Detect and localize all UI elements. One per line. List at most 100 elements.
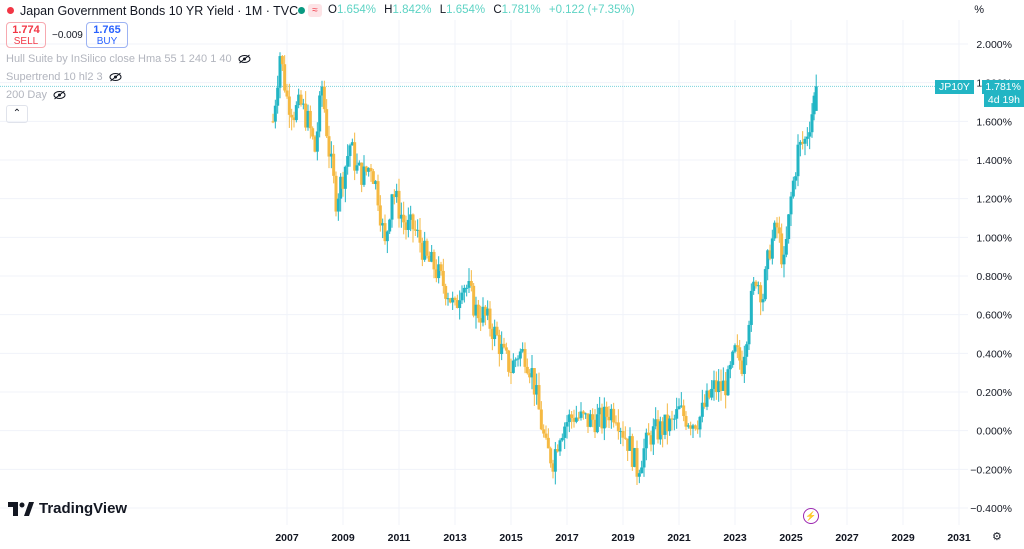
candle-body — [551, 463, 555, 472]
candle-body — [677, 406, 681, 410]
chart-header: Japan Government Bonds 10 YR Yield · 1M … — [0, 0, 1024, 22]
candle-body — [283, 64, 287, 91]
candle-body — [472, 285, 476, 316]
candle-body — [600, 407, 604, 429]
candle-body — [726, 369, 730, 396]
candle-body — [446, 298, 450, 300]
candle-body — [609, 408, 613, 421]
candle-body — [658, 421, 662, 440]
candle-body — [453, 297, 457, 300]
candle-body — [348, 145, 352, 157]
candle-body — [593, 419, 597, 433]
eye-off-icon[interactable] — [53, 90, 66, 100]
scale-mode-toggle[interactable]: % — [974, 4, 984, 16]
candle-body — [801, 141, 805, 144]
candle-body — [367, 168, 371, 172]
candle-body — [602, 406, 606, 429]
candle-body — [280, 56, 284, 65]
candle-body — [390, 194, 394, 220]
eye-off-icon[interactable] — [109, 72, 122, 82]
y-tick-label: 0.200% — [976, 387, 1012, 399]
candle-body — [334, 175, 338, 212]
candle-body — [376, 181, 380, 206]
candle-body — [486, 308, 490, 316]
candle-body — [444, 285, 448, 299]
candle-body — [332, 153, 336, 176]
low-label: L — [439, 4, 447, 16]
candle-body — [327, 136, 331, 157]
indicator-supertrend[interactable]: Supertrend 10 hl2 3 — [6, 71, 122, 83]
candle-body — [458, 300, 462, 308]
buy-button[interactable]: 1.765 BUY — [86, 22, 128, 48]
indicator-label: Hull Suite by InSilico close Hma 55 1 24… — [6, 53, 232, 65]
tradingview-logo[interactable]: TradingView — [8, 500, 127, 517]
candle-body — [719, 381, 723, 391]
candle-body — [528, 373, 532, 378]
brand-name: TradingView — [39, 500, 128, 517]
candle-body — [490, 328, 494, 340]
time-axis[interactable]: 2007 2009 2011 2013 2015 2017 2019 2021 2023 2025… — [275, 532, 971, 544]
candle-body — [511, 360, 515, 373]
tradingview-logo-mark — [8, 501, 34, 516]
symbol-title[interactable]: Japan Government Bonds 10 YR Yield · 1M … — [20, 4, 299, 18]
candle-body — [553, 449, 557, 472]
candle-body — [689, 425, 693, 429]
candle-body — [479, 318, 483, 323]
candle-body — [357, 162, 361, 166]
eye-off-icon[interactable] — [238, 54, 251, 64]
candle-body — [721, 380, 725, 391]
candle-body — [546, 437, 550, 449]
symbol-price-tag: JP10Y — [935, 80, 974, 94]
candle-body — [810, 114, 814, 133]
candle-body — [549, 448, 553, 464]
candle-body — [752, 281, 756, 291]
candle-body — [651, 426, 655, 445]
candle-body — [364, 166, 368, 172]
candle-body — [588, 414, 592, 427]
candle-body — [705, 390, 709, 407]
candle-body — [567, 414, 571, 423]
sell-price: 1.774 — [12, 24, 40, 36]
candle-body — [735, 345, 739, 348]
candle-body — [292, 117, 296, 121]
candle-body — [516, 358, 520, 360]
candle-body — [724, 380, 728, 396]
candle-body — [621, 431, 625, 438]
bar-countdown: 4d 19h — [983, 93, 1024, 107]
candle-body — [439, 264, 443, 271]
candle-body — [467, 280, 471, 288]
candle-body — [696, 428, 700, 430]
candle-body — [812, 95, 816, 115]
candle-body — [710, 388, 714, 398]
lightning-icon[interactable]: ⚡ — [803, 508, 819, 524]
change-value: +0.122 (+7.35%) — [548, 4, 635, 16]
indicator-hull-suite[interactable]: Hull Suite by InSilico close Hma 55 1 24… — [6, 53, 251, 65]
candle-body — [420, 242, 424, 260]
candle-body — [395, 190, 399, 198]
candle-body — [271, 121, 275, 123]
approx-icon[interactable]: ≈ — [308, 4, 322, 17]
indicator-200-day[interactable]: 200 Day — [6, 89, 66, 101]
candle-body — [586, 413, 590, 427]
candle-body — [406, 219, 410, 230]
candle-body — [577, 417, 581, 419]
y-tick-label: 0.000% — [976, 426, 1012, 438]
indicator-label: 200 Day — [6, 89, 47, 101]
candle-body — [523, 348, 527, 367]
price-axis[interactable]: 2.000%1.800%1.600%1.400%1.200%1.000%0.80… — [970, 39, 1012, 515]
ohlc-readout: O1.654% H1.842% L1.654% C1.781% +0.122 (… — [328, 4, 640, 16]
candle-body — [476, 304, 480, 319]
candle-body — [278, 56, 282, 88]
sell-button[interactable]: 1.774 SELL — [6, 22, 46, 48]
y-tick-label: 2.000% — [976, 39, 1012, 51]
candle-body — [308, 110, 312, 129]
x-tick-label: 2009 — [331, 532, 355, 544]
chevron-up-icon[interactable]: ⌃ — [6, 105, 28, 123]
candle-body — [427, 255, 431, 262]
candle-body — [581, 411, 585, 414]
spread-value: −0.009 — [52, 30, 83, 41]
candle-body — [787, 214, 791, 239]
candle-body — [782, 254, 786, 265]
gear-icon[interactable]: ⚙ — [992, 531, 1002, 543]
